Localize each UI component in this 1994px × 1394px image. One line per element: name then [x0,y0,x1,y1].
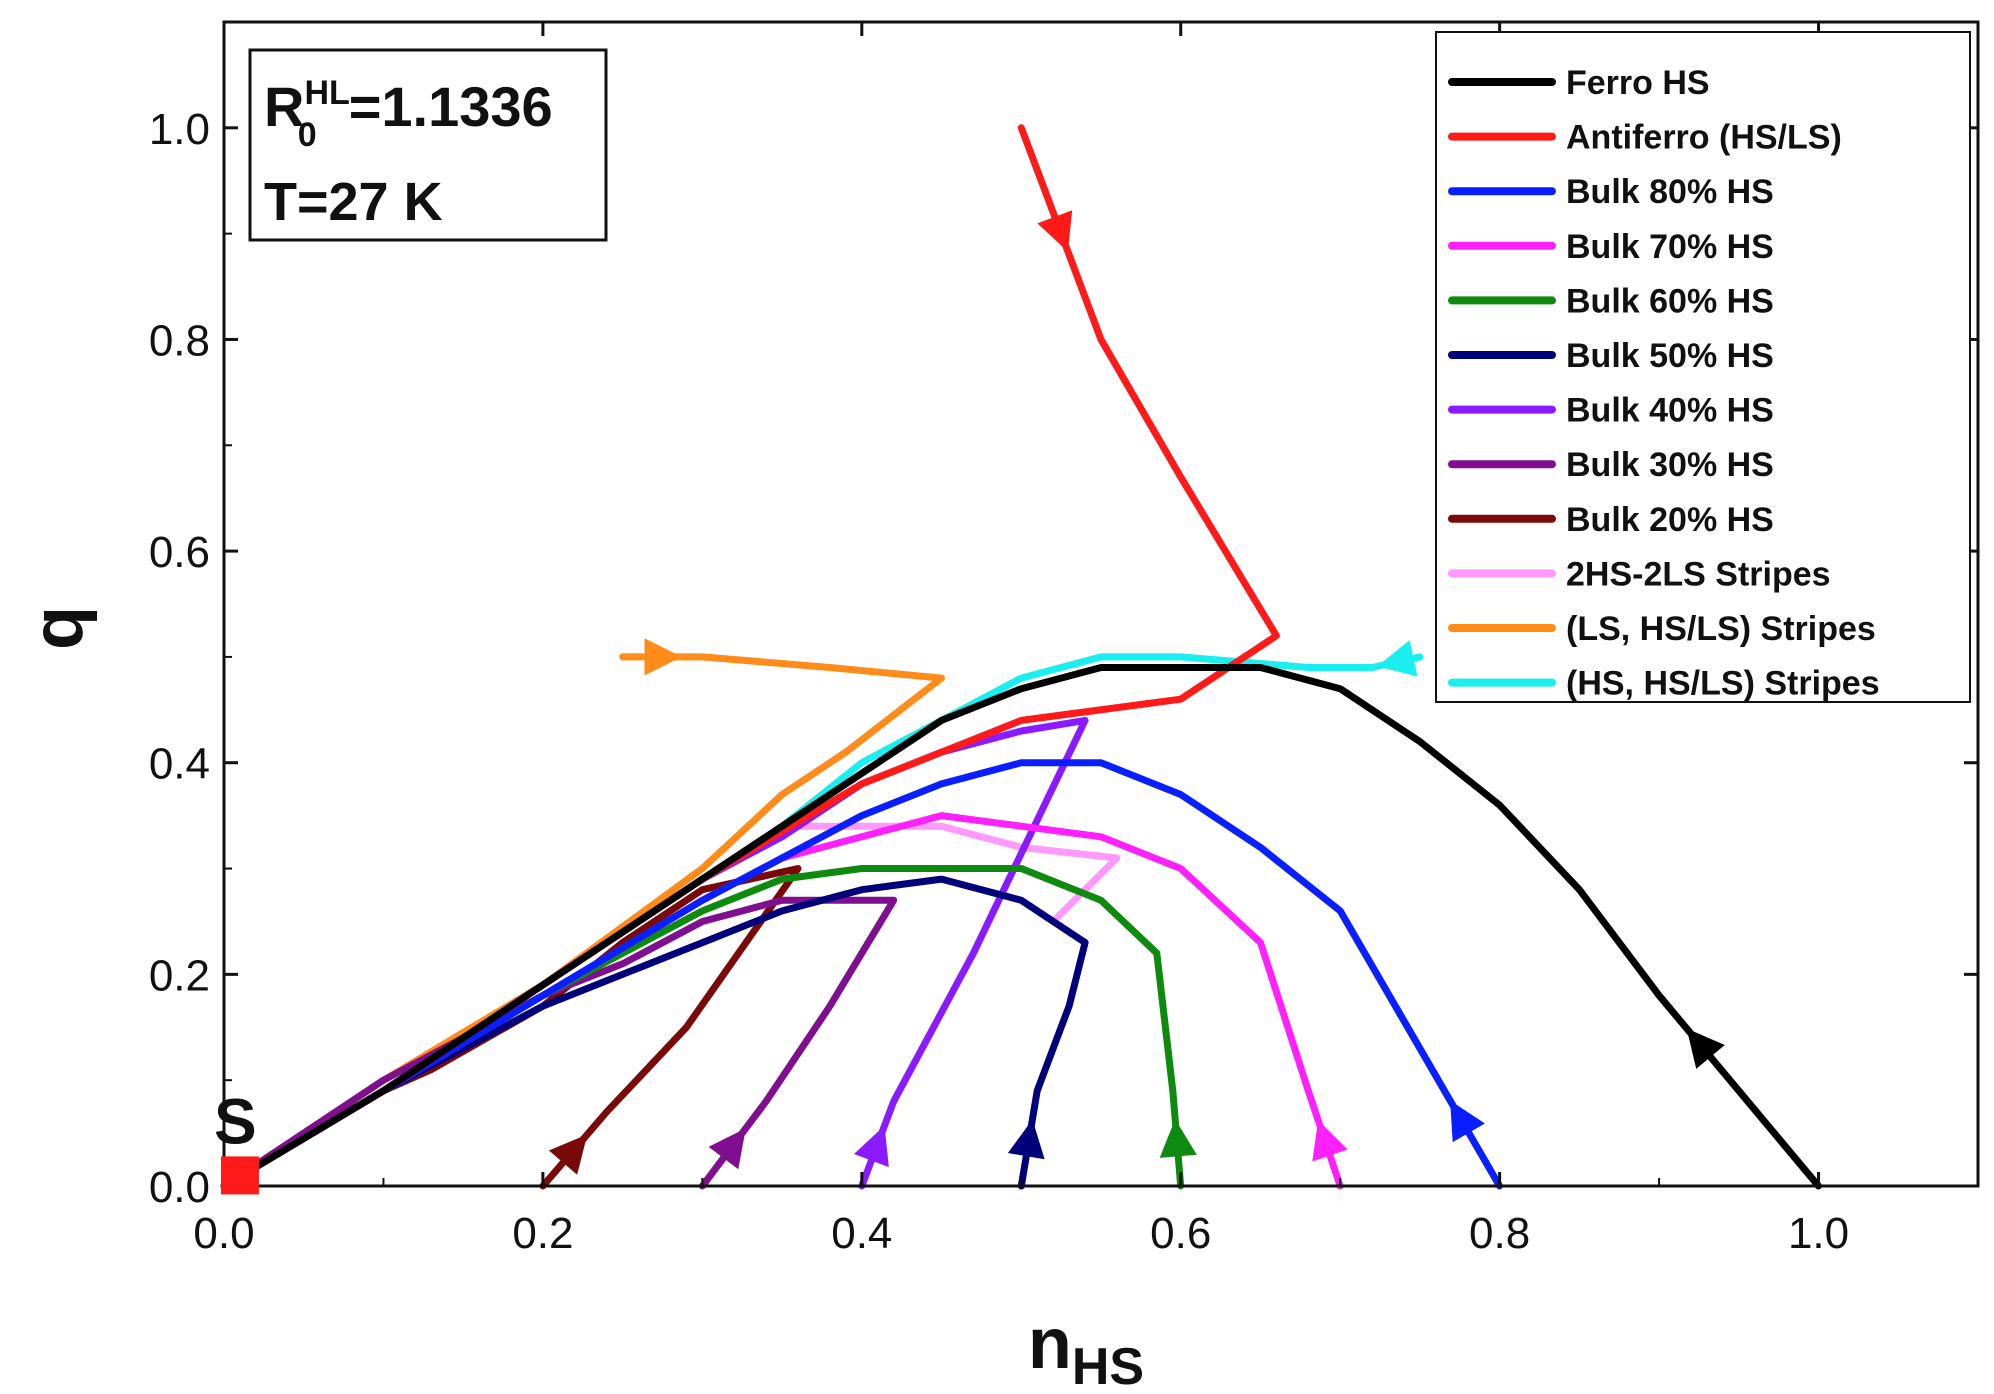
info-r-sub: 0 [298,116,317,154]
info-r-value: RHL 0 =1.1336 [264,74,553,154]
ticks-layer: 0.0 0.2 0.4 0.6 0.8 1.0 0.0 0.2 0.4 0.6 0.8 1.0 [149,21,1979,1258]
legend-label: 2HS-2LS Stripes [1566,555,1831,593]
series-line [220,875,1089,1190]
legend-entry: (HS, HS/LS) Stripes [1448,665,1880,703]
start-marker [220,1156,259,1195]
y-tick-label: 0.2 [149,951,210,1000]
direction-arrow [1450,1100,1485,1143]
series-line [220,759,1504,1190]
y-axis-title: q [18,606,98,650]
info-r-number: =1.1336 [349,75,553,138]
y-tick-label: 1.0 [149,105,210,154]
y-tick-label: 0.8 [149,316,210,365]
direction-arrow [853,1125,889,1168]
y-tick-label: 0.4 [149,740,210,789]
legend-entry: 2HS-2LS Stripes [1448,555,1831,593]
direction-arrow [644,638,682,676]
legend: Ferro HS Antiferro (HS/LS) Bulk 80% HS Bulk… [1435,31,1971,703]
y-tick-label: 0.6 [149,528,210,577]
series-layer [220,124,1822,1190]
x-axis-title-subscript: HS [1072,1338,1144,1394]
x-tick-label: 0.4 [831,1209,892,1258]
series-ls-hs-ls-stripes [220,638,945,1190]
plot-frame [222,20,1980,1188]
direction-arrow [1037,210,1073,252]
series-bulk-50-hs [220,875,1089,1190]
legend-label: Bulk 50% HS [1566,337,1774,375]
direction-arrow [1686,1028,1725,1069]
direction-arrow [1377,640,1418,677]
legend-entry: Bulk 80% HS [1448,173,1774,211]
x-tick-label: 0.6 [1150,1209,1211,1258]
legend-label: (LS, HS/LS) Stripes [1566,610,1876,648]
legend-entry: Ferro HS [1448,64,1710,102]
legend-label: Bulk 70% HS [1566,228,1774,266]
legend-label: Ferro HS [1566,64,1710,102]
info-box: RHL 0 =1.1336 T=27 K [248,48,608,242]
direction-arrow [1312,1120,1348,1162]
legend-frame [1435,31,1971,703]
legend-label: Bulk 20% HS [1566,501,1774,539]
x-tick-label: 0.2 [512,1209,573,1258]
legend-label: Antiferro (HS/LS) [1566,119,1842,157]
legend-label: Bulk 60% HS [1566,282,1774,320]
legend-entry: Bulk 70% HS [1448,228,1774,266]
x-axis-title: nHS [1028,1304,1144,1394]
series-line [220,664,1822,1190]
series-bulk-80-hs [220,759,1504,1190]
info-box-frame [248,48,608,242]
legend-entry: Bulk 40% HS [1448,392,1774,430]
direction-arrow [1007,1119,1045,1160]
info-r-sup: HL [304,74,349,112]
legend-entry: Bulk 30% HS [1448,446,1774,484]
legend-entries: Ferro HS Antiferro (HS/LS) Bulk 80% HS Bulk… [1448,64,1880,703]
x-tick-label: 0.8 [1469,1209,1530,1258]
direction-arrow [548,1134,588,1175]
x-tick-label: 0.0 [193,1209,254,1258]
start-marker-label: S [214,1085,257,1157]
legend-label: Bulk 30% HS [1566,446,1774,484]
legend-entry: Bulk 60% HS [1448,282,1774,320]
info-r-base: R [264,75,304,138]
y-tick-label: 0.0 [149,1163,210,1212]
info-temperature: T=27 K [264,172,443,232]
legend-entry: Antiferro (HS/LS) [1448,119,1842,157]
legend-entry: (LS, HS/LS) Stripes [1448,610,1876,648]
legend-label: (HS, HS/LS) Stripes [1566,665,1880,703]
direction-arrow [708,1128,746,1170]
series-line [220,653,945,1190]
x-tick-label: 1.0 [1788,1209,1849,1258]
direction-arrow [1159,1119,1197,1158]
series-ferro-hs [220,664,1822,1190]
legend-entry: Bulk 20% HS [1448,501,1774,539]
legend-label: Bulk 80% HS [1566,173,1774,211]
x-axis-title-main: n [1028,1304,1072,1384]
legend-label: Bulk 40% HS [1566,392,1774,430]
legend-entry: Bulk 50% HS [1448,337,1774,375]
